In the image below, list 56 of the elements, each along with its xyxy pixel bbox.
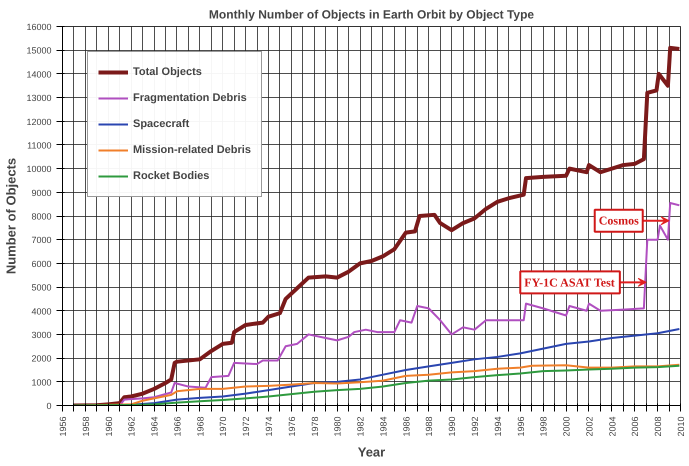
x-tick-label: 1966 xyxy=(172,416,182,437)
legend-label: Mission-related Debris xyxy=(133,144,251,156)
y-tick-label: 4000 xyxy=(31,306,52,316)
y-tick-label: 13000 xyxy=(26,93,52,104)
x-tick-label: 2008 xyxy=(653,416,664,437)
x-tick-label: 1992 xyxy=(470,416,480,437)
x-axis-title: Year xyxy=(358,444,386,460)
x-tick-label: 2010 xyxy=(676,416,686,437)
x-tick-label: 1998 xyxy=(538,416,549,437)
x-tick-label: 1976 xyxy=(286,416,297,437)
y-tick-label: 5000 xyxy=(31,282,52,293)
x-tick-label: 1974 xyxy=(264,416,274,437)
x-tick-label: 1978 xyxy=(310,416,320,437)
legend-label: Fragmentation Debris xyxy=(133,92,247,104)
annotation: FY-1C ASAT Test xyxy=(524,275,615,290)
x-tick-label: 1988 xyxy=(424,416,434,437)
chart-title: Monthly Number of Objects in Earth Orbit by Object Type xyxy=(208,8,534,22)
x-tick-label: 1990 xyxy=(447,416,458,437)
x-tick-label: 1960 xyxy=(104,416,114,437)
x-tick-label: 2006 xyxy=(630,416,640,437)
y-tick-label: 10000 xyxy=(26,164,52,174)
x-tick-label: 1996 xyxy=(516,416,526,437)
x-tick-label: 1980 xyxy=(332,416,343,437)
x-tick-label: 1968 xyxy=(195,416,206,437)
y-tick-label: 2000 xyxy=(31,354,52,364)
y-tick-label: 6000 xyxy=(31,258,52,269)
y-tick-label: 8000 xyxy=(31,212,52,222)
y-tick-label: 14000 xyxy=(26,69,52,80)
x-tick-label: 2002 xyxy=(584,416,594,437)
y-tick-label: 3000 xyxy=(31,330,52,340)
y-tick-label: 15000 xyxy=(26,46,52,56)
x-tick-label: 1956 xyxy=(58,416,68,437)
y-tick-label: 12000 xyxy=(26,116,52,127)
line-series xyxy=(72,46,680,406)
legend-label: Spacecraft xyxy=(133,118,190,130)
x-tick-label: 1972 xyxy=(241,416,252,437)
x-tick-label: 1986 xyxy=(401,416,412,437)
y-tick-label: 11000 xyxy=(27,140,52,150)
y-tick-label: 7000 xyxy=(31,235,52,246)
x-tick-label: 2000 xyxy=(562,416,572,437)
annotation: Cosmos xyxy=(598,214,640,228)
y-tick-label: 1000 xyxy=(31,377,52,388)
x-tick-label: 1958 xyxy=(80,416,91,437)
y-tick-label: 16000 xyxy=(26,22,52,32)
legend-label: Total Objects xyxy=(133,66,202,78)
x-tick-label: 1970 xyxy=(218,416,228,437)
y-axis-title: Number of Objects xyxy=(3,158,18,274)
x-tick-label: 1962 xyxy=(126,416,137,437)
legend-label: Rocket Bodies xyxy=(133,170,210,182)
x-tick-label: 1994 xyxy=(492,416,503,437)
x-tick-label: 1964 xyxy=(150,416,160,437)
x-tick-label: 1984 xyxy=(378,416,388,437)
y-tick-label: 0 xyxy=(46,401,52,411)
x-tick-label: 2004 xyxy=(607,416,618,437)
y-tick-label: 9000 xyxy=(31,188,52,198)
x-tick-label: 1982 xyxy=(356,416,366,437)
